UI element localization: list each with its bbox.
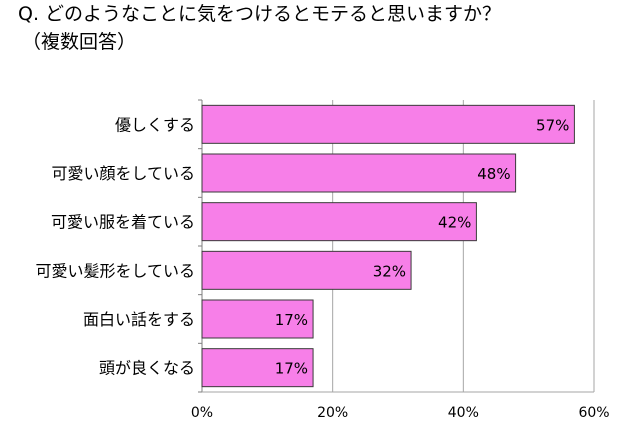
data-label: 32% — [373, 262, 406, 280]
page-title: Q. どのようなことに気をつけるとモテると思いますか？ — [18, 3, 502, 25]
category-label: 面白い話をする — [83, 310, 195, 329]
bar — [201, 250, 412, 290]
category-label: 可愛い顔をしている — [51, 164, 195, 183]
category-label: 可愛い服を着ている — [51, 213, 195, 232]
data-label: 48% — [477, 165, 510, 183]
x-tick-label: 20% — [317, 405, 348, 421]
bar — [201, 348, 314, 388]
data-label: 17% — [275, 311, 308, 329]
category-label: 優しくする — [115, 115, 195, 134]
data-label: 17% — [275, 360, 308, 378]
x-tick-label: 60% — [578, 405, 609, 421]
x-tick-label: 0% — [191, 405, 213, 421]
bar — [201, 202, 477, 242]
page-subtitle: （複数回答） — [22, 31, 137, 53]
bar — [201, 104, 575, 144]
category-label: 頭が良くなる — [99, 359, 195, 378]
category-label: 可愛い髪形をしている — [35, 261, 195, 280]
data-label: 57% — [536, 116, 569, 134]
bar — [201, 153, 517, 193]
bar — [201, 299, 314, 339]
data-label: 42% — [438, 214, 471, 232]
x-tick-label: 40% — [448, 405, 479, 421]
